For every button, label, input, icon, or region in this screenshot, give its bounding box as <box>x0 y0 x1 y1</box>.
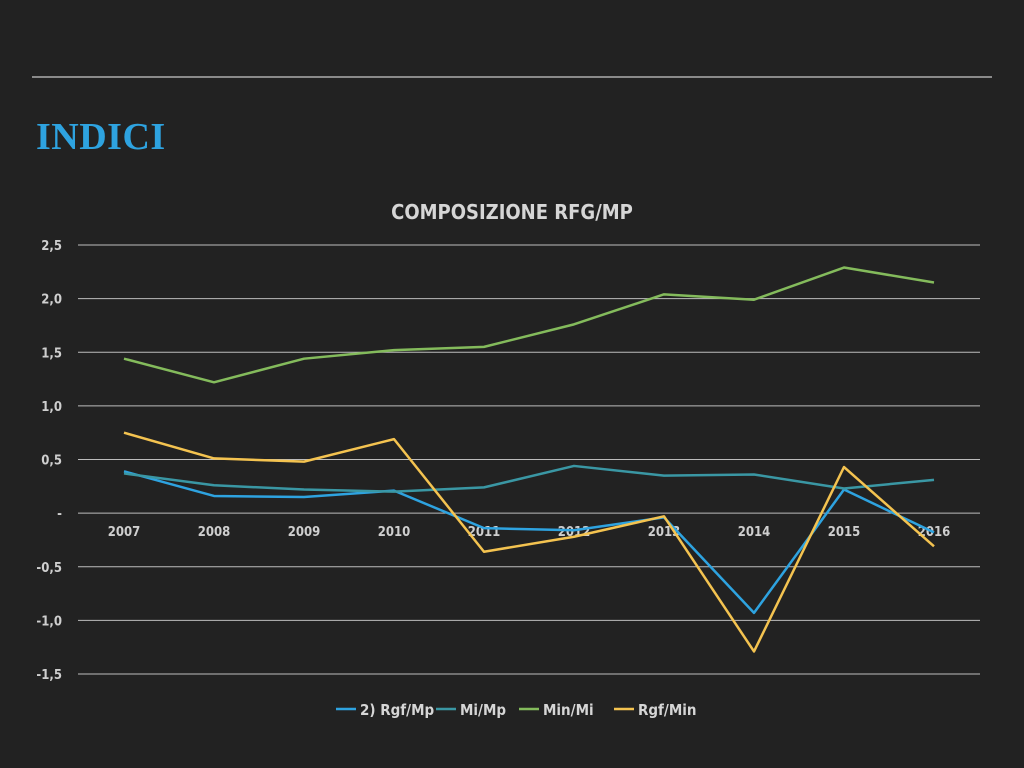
chart-series <box>123 266 935 653</box>
y-axis-ticks: 2,5 2,0 1,5 1,0 0,5 - -0,5 -1,0 -1,5 <box>36 239 62 683</box>
chart-grid <box>78 244 980 675</box>
y-tick-label: 0,5 <box>41 454 62 469</box>
top-divider <box>32 76 992 78</box>
x-tick-label: 2014 <box>738 525 771 540</box>
x-tick-label: 2010 <box>378 525 411 540</box>
series-line-0 <box>123 470 935 615</box>
y-tick-label: -1,0 <box>36 614 62 629</box>
y-tick-label: 2,5 <box>41 239 62 254</box>
legend-label: Min/Mi <box>543 701 594 719</box>
y-tick-label: 1,5 <box>41 346 62 361</box>
series-line-3 <box>123 431 935 653</box>
legend-label: Rgf/Min <box>638 701 697 719</box>
x-tick-label: 2015 <box>828 525 861 540</box>
y-tick-label: - <box>57 507 62 522</box>
legend-label: 2) Rgf/Mp <box>360 701 435 719</box>
x-tick-label: 2009 <box>288 525 321 540</box>
y-tick-label: 1,0 <box>41 400 62 415</box>
x-tick-label: 2007 <box>108 525 141 540</box>
series-line-2 <box>123 266 935 384</box>
x-axis-ticks: 2007 2008 2009 2010 2011 2012 2013 2014 2015 2016 <box>108 525 951 540</box>
y-tick-label: 2,0 <box>41 293 62 308</box>
x-tick-label: 2008 <box>198 525 231 540</box>
y-tick-label: -1,5 <box>36 668 62 683</box>
y-tick-label: -0,5 <box>36 561 62 576</box>
legend-label: Mi/Mp <box>460 701 506 719</box>
series-line-1 <box>123 464 935 493</box>
slide-title: INDICI <box>36 116 166 158</box>
chart-legend: 2) Rgf/Mp Mi/Mp Min/Mi Rgf/Min <box>336 701 697 719</box>
chart-title: COMPOSIZIONE RFG/MP <box>391 200 633 224</box>
